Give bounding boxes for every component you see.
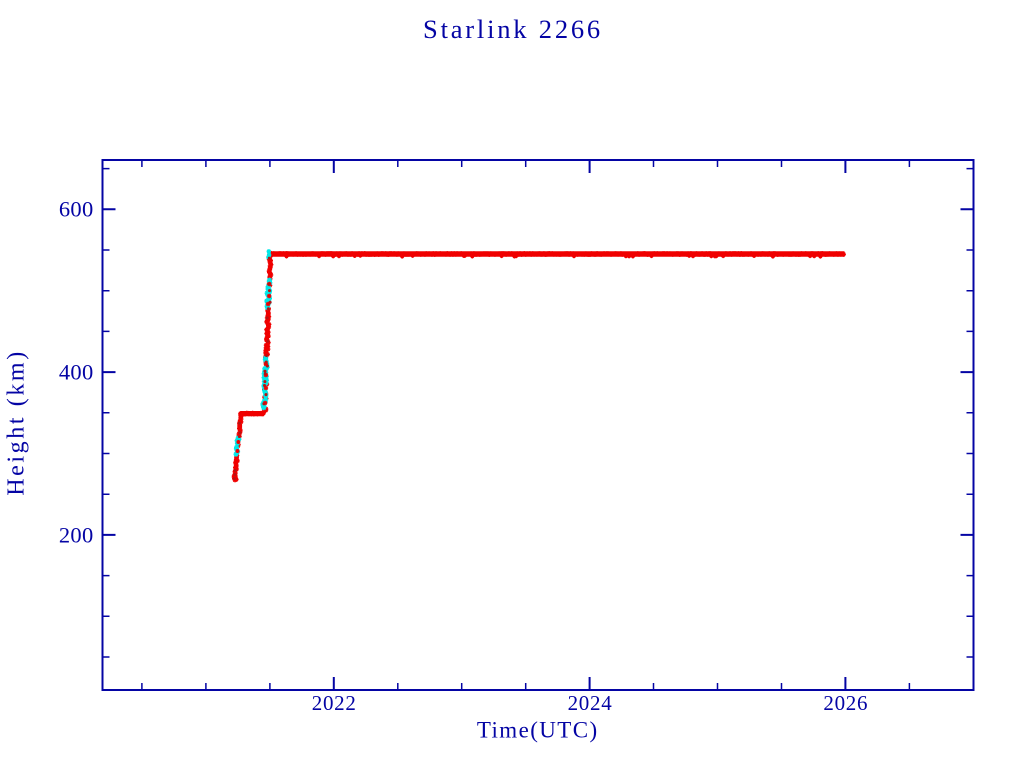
- svg-text:200: 200: [59, 522, 94, 547]
- svg-text:2022: 2022: [312, 691, 357, 715]
- svg-text:2026: 2026: [823, 691, 868, 715]
- svg-text:400: 400: [59, 360, 94, 385]
- svg-text:Starlink 2266: Starlink 2266: [423, 14, 603, 44]
- svg-text:600: 600: [59, 197, 94, 222]
- svg-text:Height (km): Height (km): [4, 349, 30, 496]
- svg-text:Time(UTC): Time(UTC): [477, 717, 599, 742]
- svg-text:2024: 2024: [568, 691, 613, 715]
